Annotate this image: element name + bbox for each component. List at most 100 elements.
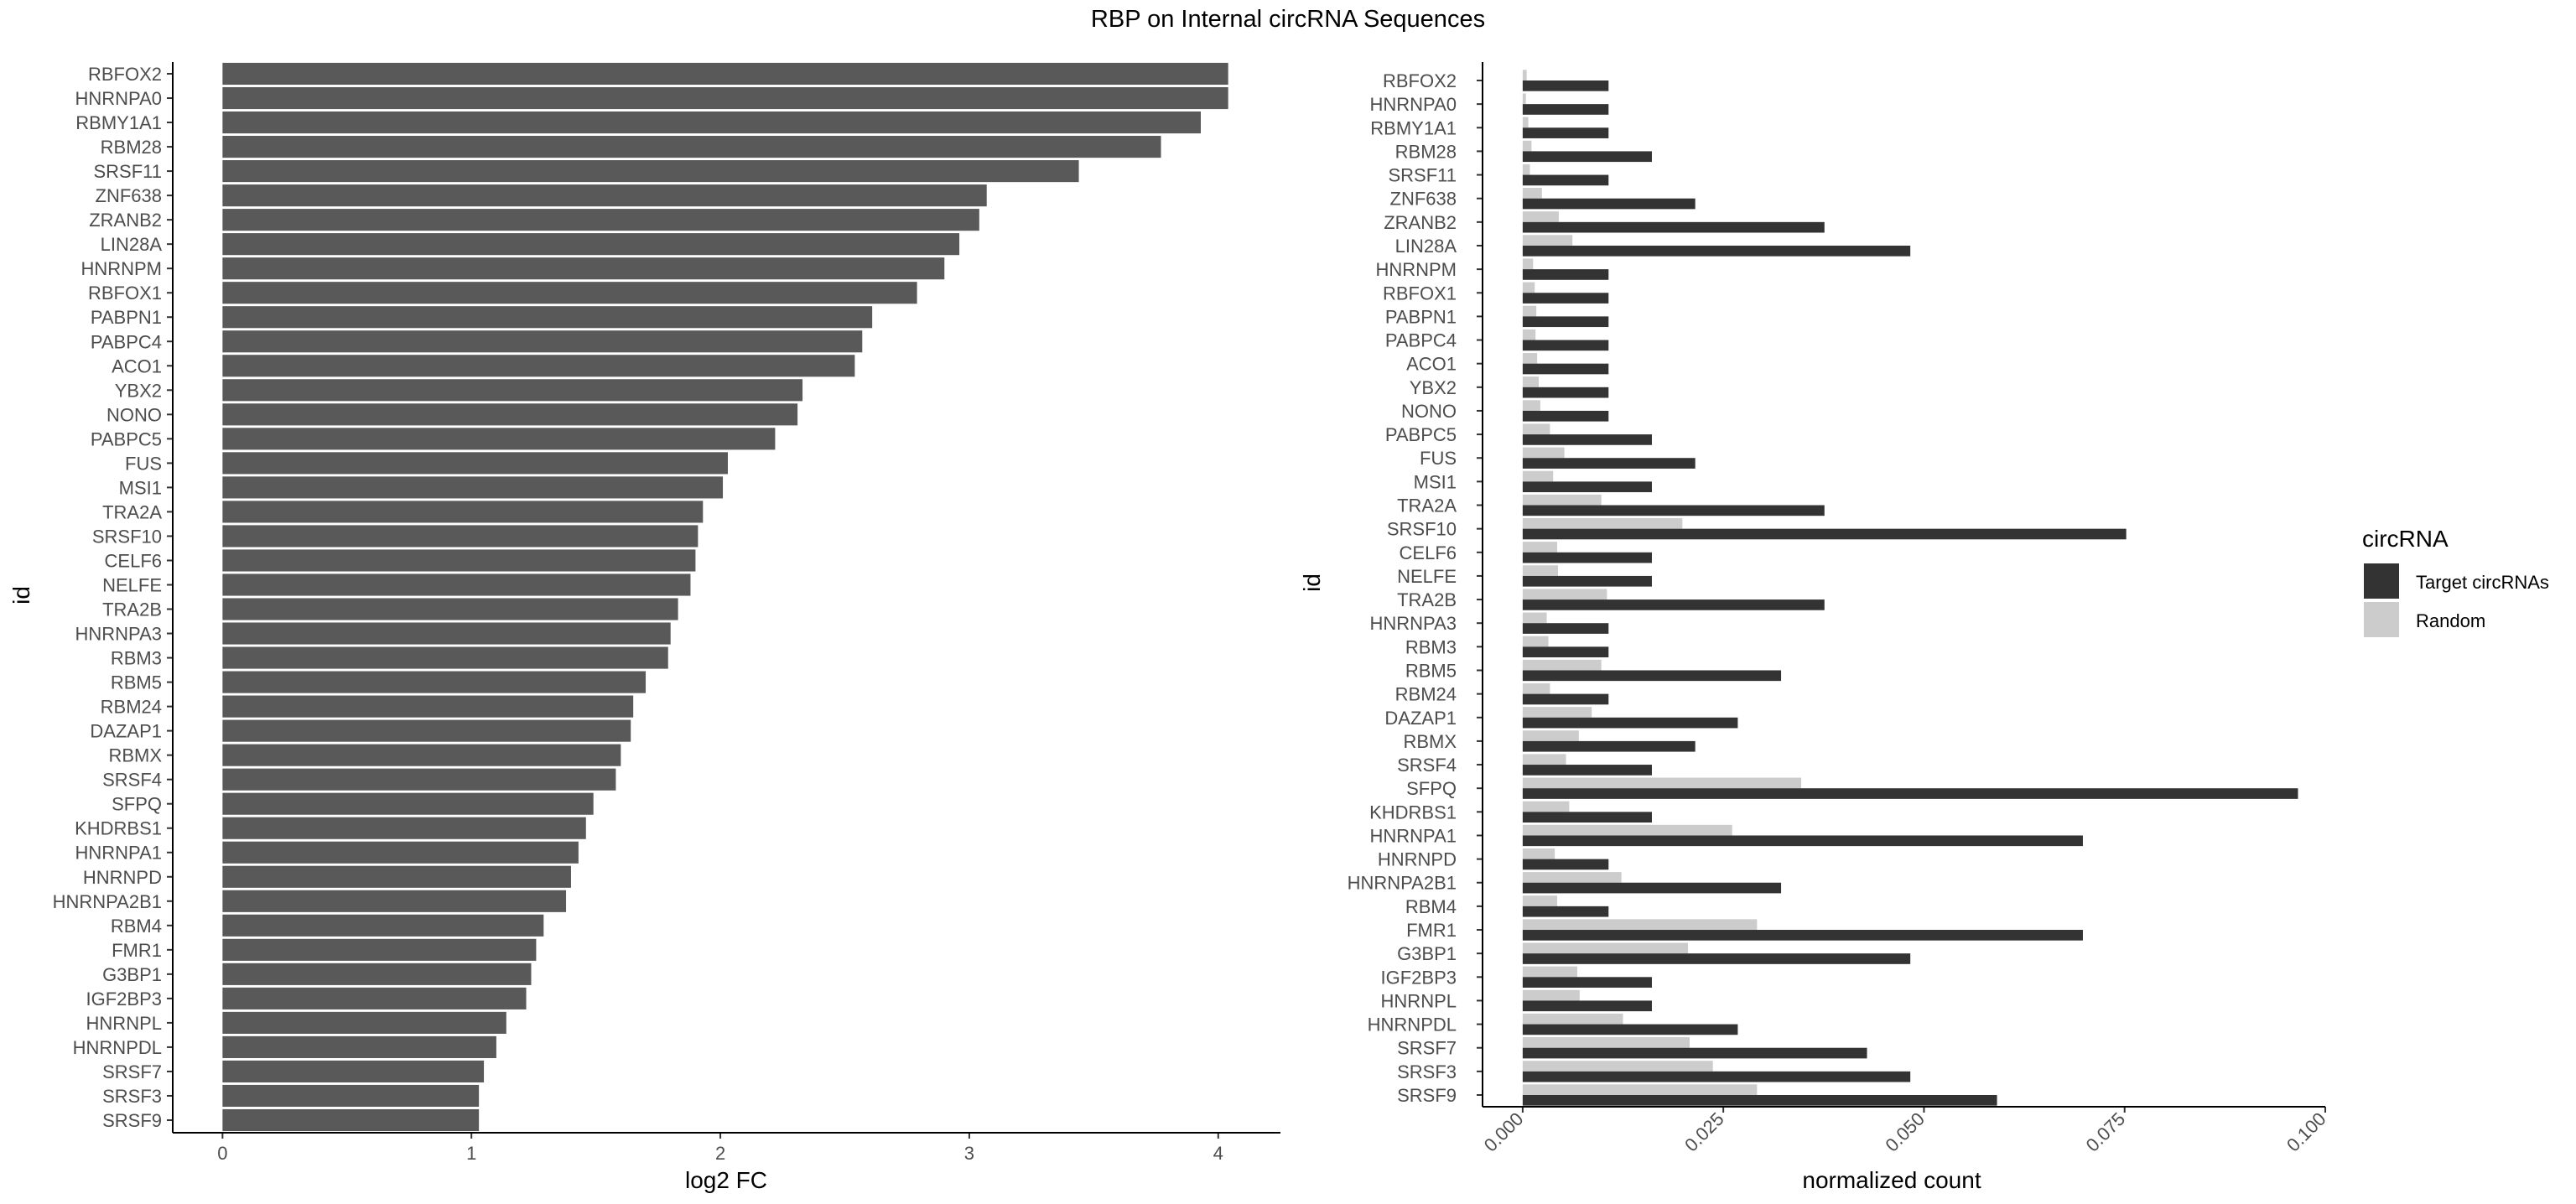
random-bar-nono <box>1522 400 1540 411</box>
left-bar-hnrnpm <box>222 257 945 280</box>
left-y-label-rbm24: RBM24 <box>101 697 162 718</box>
legend-label-target: Target circRNAs <box>2416 572 2549 593</box>
left-bar-rbfox1 <box>222 282 917 304</box>
right-y-label-srsf4: SRSF4 <box>1397 755 1457 776</box>
left-y-label-fmr1: FMR1 <box>112 940 162 961</box>
left-bar-hnrnpl <box>222 1011 506 1034</box>
target-bar-khdrbs1 <box>1522 812 1652 823</box>
target-bar-ybx2 <box>1522 387 1609 398</box>
right-y-label-nono: NONO <box>1401 401 1457 422</box>
target-bar-nelfe <box>1522 575 1652 587</box>
left-y-label-g3bp1: G3BP1 <box>102 964 162 985</box>
left-y-label-srsf7: SRSF7 <box>102 1061 162 1082</box>
left-x-tick-label: 3 <box>964 1143 974 1164</box>
target-bar-srsf3 <box>1522 1071 1911 1082</box>
random-bar-hnrnpm <box>1522 258 1534 270</box>
right-y-label-srsf10: SRSF10 <box>1387 519 1457 540</box>
left-y-label-hnrnpa2b1: HNRNPA2B1 <box>53 891 162 912</box>
target-bar-zranb2 <box>1522 221 1825 233</box>
target-bar-srsf9 <box>1522 1095 1997 1106</box>
target-bar-rbmx <box>1522 740 1696 752</box>
left-y-label-sfpq: SFPQ <box>112 794 162 815</box>
random-bar-fus <box>1522 447 1565 459</box>
left-y-label-hnrnpd: HNRNPD <box>83 867 162 888</box>
left-y-label-hnrnpa1: HNRNPA1 <box>75 843 162 864</box>
target-bar-srsf11 <box>1522 174 1609 186</box>
random-bar-msi1 <box>1522 470 1554 482</box>
left-bar-nono <box>222 403 798 426</box>
left-y-label-lin28a: LIN28A <box>101 234 163 255</box>
left-y-label-srsf4: SRSF4 <box>102 770 162 791</box>
target-bar-pabpc5 <box>1522 434 1652 445</box>
target-bar-rbmy1a1 <box>1522 127 1609 138</box>
left-y-label-aco1: ACO1 <box>112 355 162 376</box>
left-y-tick-labels: RBFOX2 HNRNPA0 RBMY1A1 RBM28 SRSF11 ZNF638 ZRA… <box>53 64 173 1131</box>
random-bar-srsf11 <box>1522 163 1530 175</box>
target-bar-aco1 <box>1522 363 1609 375</box>
right-y-label-pabpn1: PABPN1 <box>1385 306 1457 327</box>
left-y-label-nono: NONO <box>106 404 162 425</box>
random-bar-pabpc5 <box>1522 423 1550 435</box>
right-y-label-rbmx: RBMX <box>1403 731 1457 752</box>
random-bar-srsf3 <box>1522 1061 1713 1072</box>
left-bar-rbm24 <box>222 695 634 718</box>
right-y-label-hnrnpa3: HNRNPA3 <box>1369 613 1457 634</box>
target-bar-srsf10 <box>1522 528 2127 540</box>
right-y-label-hnrnpa0: HNRNPA0 <box>1369 94 1457 115</box>
left-y-label-pabpc4: PABPC4 <box>91 331 162 352</box>
left-y-label-pabpc5: PABPC5 <box>91 428 162 449</box>
left-bar-fus <box>222 452 728 475</box>
right-y-label-nelfe: NELFE <box>1397 566 1457 587</box>
left-y-label-znf638: ZNF638 <box>96 185 162 206</box>
random-bar-khdrbs1 <box>1522 801 1570 812</box>
target-bar-dazap1 <box>1522 717 1738 729</box>
right-y-label-rbfox1: RBFOX1 <box>1383 283 1457 304</box>
left-bar-rbm4 <box>222 914 544 937</box>
target-bar-hnrnpm <box>1522 269 1609 280</box>
target-bar-rbfox1 <box>1522 293 1609 304</box>
left-y-label-rbm4: RBM4 <box>111 916 162 937</box>
random-bar-rbm4 <box>1522 895 1558 906</box>
random-bar-rbm24 <box>1522 682 1550 694</box>
left-bar-sfpq <box>222 792 594 815</box>
left-bar-srsf7 <box>222 1060 485 1083</box>
left-bar-msi1 <box>222 476 724 499</box>
random-bar-rbfox2 <box>1522 70 1527 80</box>
target-bar-hnrnpl <box>1522 1000 1652 1012</box>
random-bar-hnrnpl <box>1522 989 1580 1001</box>
right-y-label-lin28a: LIN28A <box>1395 236 1457 257</box>
left-bar-srsf10 <box>222 525 699 548</box>
left-bar-srsf3 <box>222 1084 480 1108</box>
right-y-label-fus: FUS <box>1420 448 1457 469</box>
random-bar-sfpq <box>1522 777 1801 789</box>
random-bar-g3bp1 <box>1522 942 1689 954</box>
right-y-label-msi1: MSI1 <box>1414 471 1457 492</box>
target-bar-nono <box>1522 410 1609 422</box>
right-y-label-rbm3: RBM3 <box>1405 636 1457 657</box>
left-bar-rbm5 <box>222 671 647 693</box>
target-bar-rbm3 <box>1522 646 1609 658</box>
right-y-label-pabpc4: PABPC4 <box>1385 330 1457 351</box>
left-bar-g3bp1 <box>222 963 532 985</box>
right-y-label-celf6: CELF6 <box>1400 542 1457 563</box>
left-bar-celf6 <box>222 549 696 572</box>
left-x-axis-title: log2 FC <box>685 1167 767 1193</box>
left-bar-hnrnpa2b1 <box>222 890 567 912</box>
random-bar-tra2a <box>1522 494 1602 506</box>
right-y-label-znf638: ZNF638 <box>1390 189 1457 210</box>
right-x-tick-label: 0.050 <box>1881 1108 1929 1156</box>
left-bar-hnrnpd <box>222 865 571 888</box>
left-bar-rbmy1a1 <box>222 111 1202 134</box>
left-x-tick-label: 1 <box>466 1143 476 1164</box>
left-bar-fmr1 <box>222 938 537 961</box>
right-y-label-pabpc5: PABPC5 <box>1385 424 1457 445</box>
right-x-tick-label: 0.000 <box>1480 1108 1528 1156</box>
left-bar-ybx2 <box>222 379 803 402</box>
random-bar-pabpc4 <box>1522 329 1536 340</box>
right-x-tick-label: 0.075 <box>2082 1108 2130 1156</box>
legend-swatch-target <box>2364 563 2399 599</box>
target-bar-srsf7 <box>1522 1047 1867 1059</box>
left-bar-chart: RBFOX2 HNRNPA0 RBMY1A1 RBM28 SRSF11 ZNF638 ZRA… <box>8 62 1280 1193</box>
random-bar-hnrnpa0 <box>1522 93 1526 105</box>
